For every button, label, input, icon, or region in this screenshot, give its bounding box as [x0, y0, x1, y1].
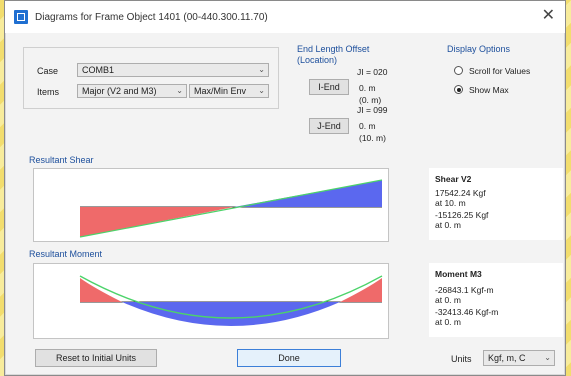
shear-min-value: -15126.25 Kgf — [435, 210, 489, 220]
moment-sagging-region — [122, 302, 340, 326]
moment-section-title: Resultant Moment — [29, 249, 103, 259]
shear-svg — [79, 179, 383, 238]
chevron-down-icon: ⌄ — [258, 86, 265, 95]
j-end-location: (10. m) — [359, 133, 386, 143]
i-end-location: (0. m) — [359, 95, 382, 105]
shear-info-title: Shear V2 — [435, 174, 472, 184]
chevron-down-icon: ⌄ — [544, 353, 551, 362]
j-end-distance: 0. m — [359, 121, 376, 131]
moment-envelope-line — [79, 275, 383, 319]
items-label: Items — [37, 87, 60, 97]
reset-units-label: Reset to Initial Units — [55, 353, 137, 363]
j-end-button-label: J-End — [317, 121, 341, 131]
moment-right-hogging — [340, 278, 382, 302]
chevron-down-icon: ⌄ — [258, 65, 265, 74]
j-end-button[interactable]: J-End — [309, 118, 349, 134]
shear-section-title: Resultant Shear — [29, 155, 94, 165]
i-end-distance: 0. m — [359, 83, 376, 93]
moment-info-title: Moment M3 — [435, 269, 482, 279]
app-icon — [14, 10, 28, 24]
moment-min-location: at 0. m — [435, 317, 461, 327]
case-value: COMB1 — [82, 65, 115, 75]
shear-info-panel: Shear V2 17542.24 Kgf at 10. m -15126.25… — [429, 168, 563, 240]
shear-max-location: at 10. m — [435, 198, 466, 208]
units-select[interactable]: Kgf, m, C ⌄ — [483, 350, 555, 366]
window-title: Diagrams for Frame Object 1401 (00-440.3… — [35, 12, 268, 23]
items-value: Major (V2 and M3) — [82, 86, 157, 96]
display-options-title: Display Options — [447, 44, 511, 54]
end-length-title: End Length Offset — [297, 44, 370, 54]
diagram-dialog: Diagrams for Frame Object 1401 (00-440.3… — [4, 0, 566, 376]
case-label: Case — [37, 66, 59, 76]
moment-max-location: at 0. m — [435, 295, 461, 305]
shear-diagram — [33, 168, 389, 242]
title-bar: Diagrams for Frame Object 1401 (00-440.3… — [5, 1, 565, 33]
scroll-values-radio[interactable] — [454, 66, 463, 75]
moment-min-value: -32413.46 Kgf-m — [435, 307, 499, 317]
items-envelope-value: Max/Min Env — [194, 86, 247, 96]
items-envelope-select[interactable]: Max/Min Env ⌄ — [189, 84, 269, 98]
case-group — [23, 47, 279, 109]
chevron-down-icon: ⌄ — [176, 86, 183, 95]
shear-min-location: at 0. m — [435, 220, 461, 230]
show-max-label: Show Max — [469, 85, 509, 95]
moment-left-hogging — [80, 278, 122, 302]
j-end-label: JI = 099 — [357, 105, 388, 115]
scroll-values-label: Scroll for Values — [469, 66, 531, 76]
case-select[interactable]: COMB1 ⌄ — [77, 63, 269, 77]
end-length-subtitle: (Location) — [297, 55, 338, 65]
i-end-button[interactable]: I-End — [309, 79, 349, 95]
items-select[interactable]: Major (V2 and M3) ⌄ — [77, 84, 187, 98]
done-button-label: Done — [278, 353, 300, 363]
moment-info-panel: Moment M3 -26843.1 Kgf-m at 0. m -32413.… — [429, 263, 563, 337]
moment-svg — [79, 275, 383, 326]
show-max-radio[interactable] — [454, 85, 463, 94]
shear-max-value: 17542.24 Kgf — [435, 188, 486, 198]
reset-units-button[interactable]: Reset to Initial Units — [35, 349, 157, 367]
i-end-button-label: I-End — [318, 82, 340, 92]
done-button[interactable]: Done — [237, 349, 341, 367]
close-icon[interactable]: ✕ — [541, 7, 555, 24]
i-end-label: JI = 020 — [357, 67, 388, 77]
moment-diagram — [33, 263, 389, 339]
moment-max-value: -26843.1 Kgf-m — [435, 285, 494, 295]
units-value: Kgf, m, C — [488, 353, 526, 363]
shear-envelope-line — [79, 179, 383, 238]
units-label: Units — [451, 354, 472, 364]
